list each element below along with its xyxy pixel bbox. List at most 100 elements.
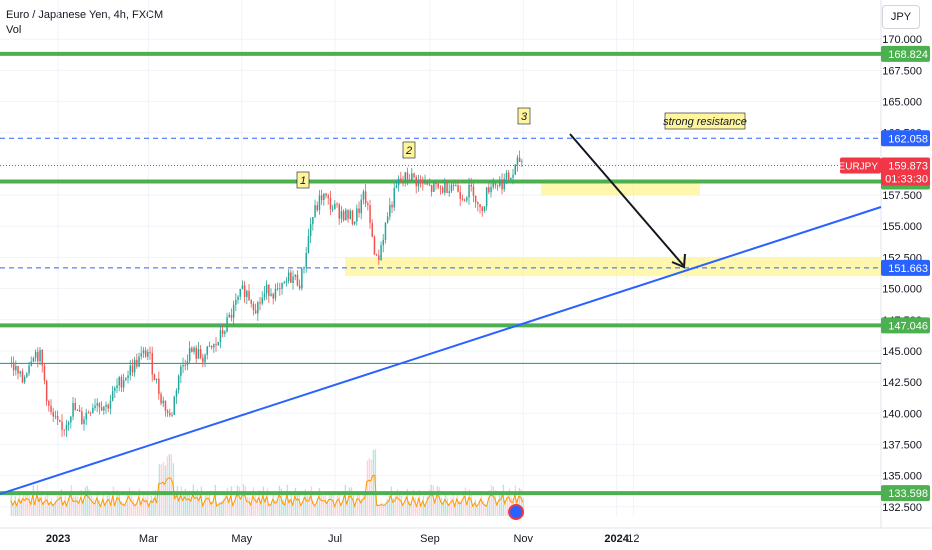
candle-body [424, 182, 426, 184]
candle-body [136, 359, 138, 367]
candle-body [129, 365, 132, 376]
candle-body [466, 197, 468, 201]
candle-body [382, 239, 385, 246]
volume-bar [132, 499, 135, 516]
volume-bar [386, 499, 389, 516]
candle-body [287, 272, 290, 281]
candle-body [314, 205, 316, 218]
candle-body [439, 187, 442, 189]
volume-bar [308, 496, 311, 516]
volume-bar [370, 459, 373, 516]
candle-body [21, 371, 24, 383]
candle-body [270, 293, 272, 296]
volume-bar [322, 495, 325, 516]
volume-bar [314, 504, 317, 516]
volume-bar [44, 496, 47, 516]
candle-body [59, 419, 61, 422]
volume-bar [324, 495, 327, 516]
price-candles [10, 150, 523, 438]
volume-bar [88, 489, 91, 516]
volume-bar [234, 495, 237, 516]
volume-bar [364, 491, 367, 516]
volume-bar [266, 488, 269, 516]
candle-body [320, 195, 323, 200]
candle-body [301, 268, 303, 289]
candle-body [461, 198, 464, 200]
candle-body [516, 157, 519, 165]
candle-body [274, 288, 277, 299]
volume-bar [462, 492, 465, 516]
volume-bar [378, 504, 381, 516]
candle-body [252, 303, 255, 311]
volume-bar [380, 502, 383, 516]
volume-bar [96, 490, 99, 516]
candle-body [219, 330, 222, 343]
candle-body [380, 245, 382, 261]
candle-body [397, 178, 400, 186]
candle-body [26, 373, 28, 377]
candle-body [87, 412, 90, 414]
candle-body [338, 204, 341, 219]
volume-bar [338, 492, 341, 516]
candle-body [118, 377, 121, 386]
volume-bar [312, 500, 315, 516]
volume-bar [268, 504, 271, 516]
volume-bar [134, 504, 137, 516]
price-axis: 132.500 135.000 137.500 140.000 142.500 145.0… [839, 34, 930, 514]
volume-bar [148, 505, 151, 516]
candle-body [202, 357, 204, 363]
candle-body [404, 172, 407, 181]
candle-body [292, 276, 294, 283]
volume-bar [182, 495, 185, 516]
volume-bar [252, 487, 255, 516]
y-tick-label: 167.500 [882, 65, 922, 77]
arrow-head [671, 253, 686, 269]
bar-countdown: 01:33:30 [885, 173, 928, 185]
candle-body [358, 208, 360, 214]
volume-bar [284, 503, 287, 516]
x-tick-label: Jul [328, 533, 342, 545]
volume-bar [336, 495, 339, 516]
candle-body [316, 205, 319, 211]
candle-body [116, 385, 118, 389]
volume-bar [62, 503, 65, 516]
candle-body [182, 364, 184, 367]
volume-bar [506, 491, 509, 516]
volume-bar [446, 498, 449, 516]
volume-bar [342, 496, 345, 516]
volume-bar [318, 488, 321, 516]
y-tick-label: 150.000 [882, 284, 922, 296]
volume-bar [488, 490, 491, 516]
candle-body [89, 412, 92, 414]
volume-bar [290, 493, 293, 516]
volume-bar [52, 504, 55, 516]
volume-bar [504, 500, 507, 516]
candle-body [342, 211, 345, 221]
volume-bar [176, 486, 179, 516]
candle-body [81, 411, 83, 424]
candle-body [195, 347, 198, 359]
candle-body [507, 172, 510, 180]
volume-bar [448, 503, 451, 516]
volume-bar [392, 498, 395, 516]
volume-bar [466, 503, 469, 516]
candle-body [351, 210, 354, 225]
candle-body [213, 344, 215, 348]
volume-bar [50, 498, 53, 516]
volume-bar [178, 495, 181, 516]
volume-bar [220, 500, 223, 516]
candle-body [353, 221, 356, 225]
volume-bar [492, 486, 495, 516]
volume-bar [468, 489, 471, 516]
candle-body [208, 346, 211, 347]
wave-label: 2 [405, 145, 412, 157]
volume-bar [192, 484, 195, 516]
candle-body [419, 179, 422, 181]
candle-body [151, 352, 154, 375]
currency-button[interactable]: JPY [882, 5, 920, 29]
volume-bar [146, 495, 149, 516]
candle-body [248, 290, 250, 301]
candle-body [17, 366, 19, 374]
